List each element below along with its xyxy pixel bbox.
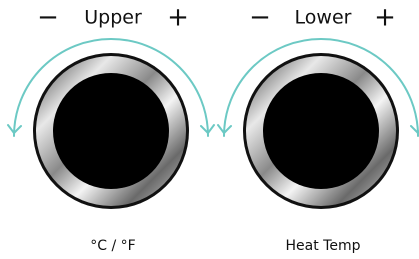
knob-caption: °C / °F: [90, 238, 135, 254]
knob-face: [263, 73, 379, 189]
knob-label: Upper: [84, 7, 142, 29]
minus-label: −: [249, 3, 271, 33]
plus-label: +: [374, 3, 396, 33]
knob-panel: − Upper + °C / °F − Lower + Heat Temp: [0, 0, 419, 259]
knob[interactable]: − Lower + Heat Temp: [218, 3, 419, 255]
knob-caption: Heat Temp: [286, 238, 361, 254]
knob[interactable]: − Upper + °C / °F: [8, 3, 214, 255]
plus-label: +: [167, 3, 189, 33]
minus-label: −: [37, 3, 59, 33]
knob-face: [53, 73, 169, 189]
knob-label: Lower: [295, 7, 352, 29]
